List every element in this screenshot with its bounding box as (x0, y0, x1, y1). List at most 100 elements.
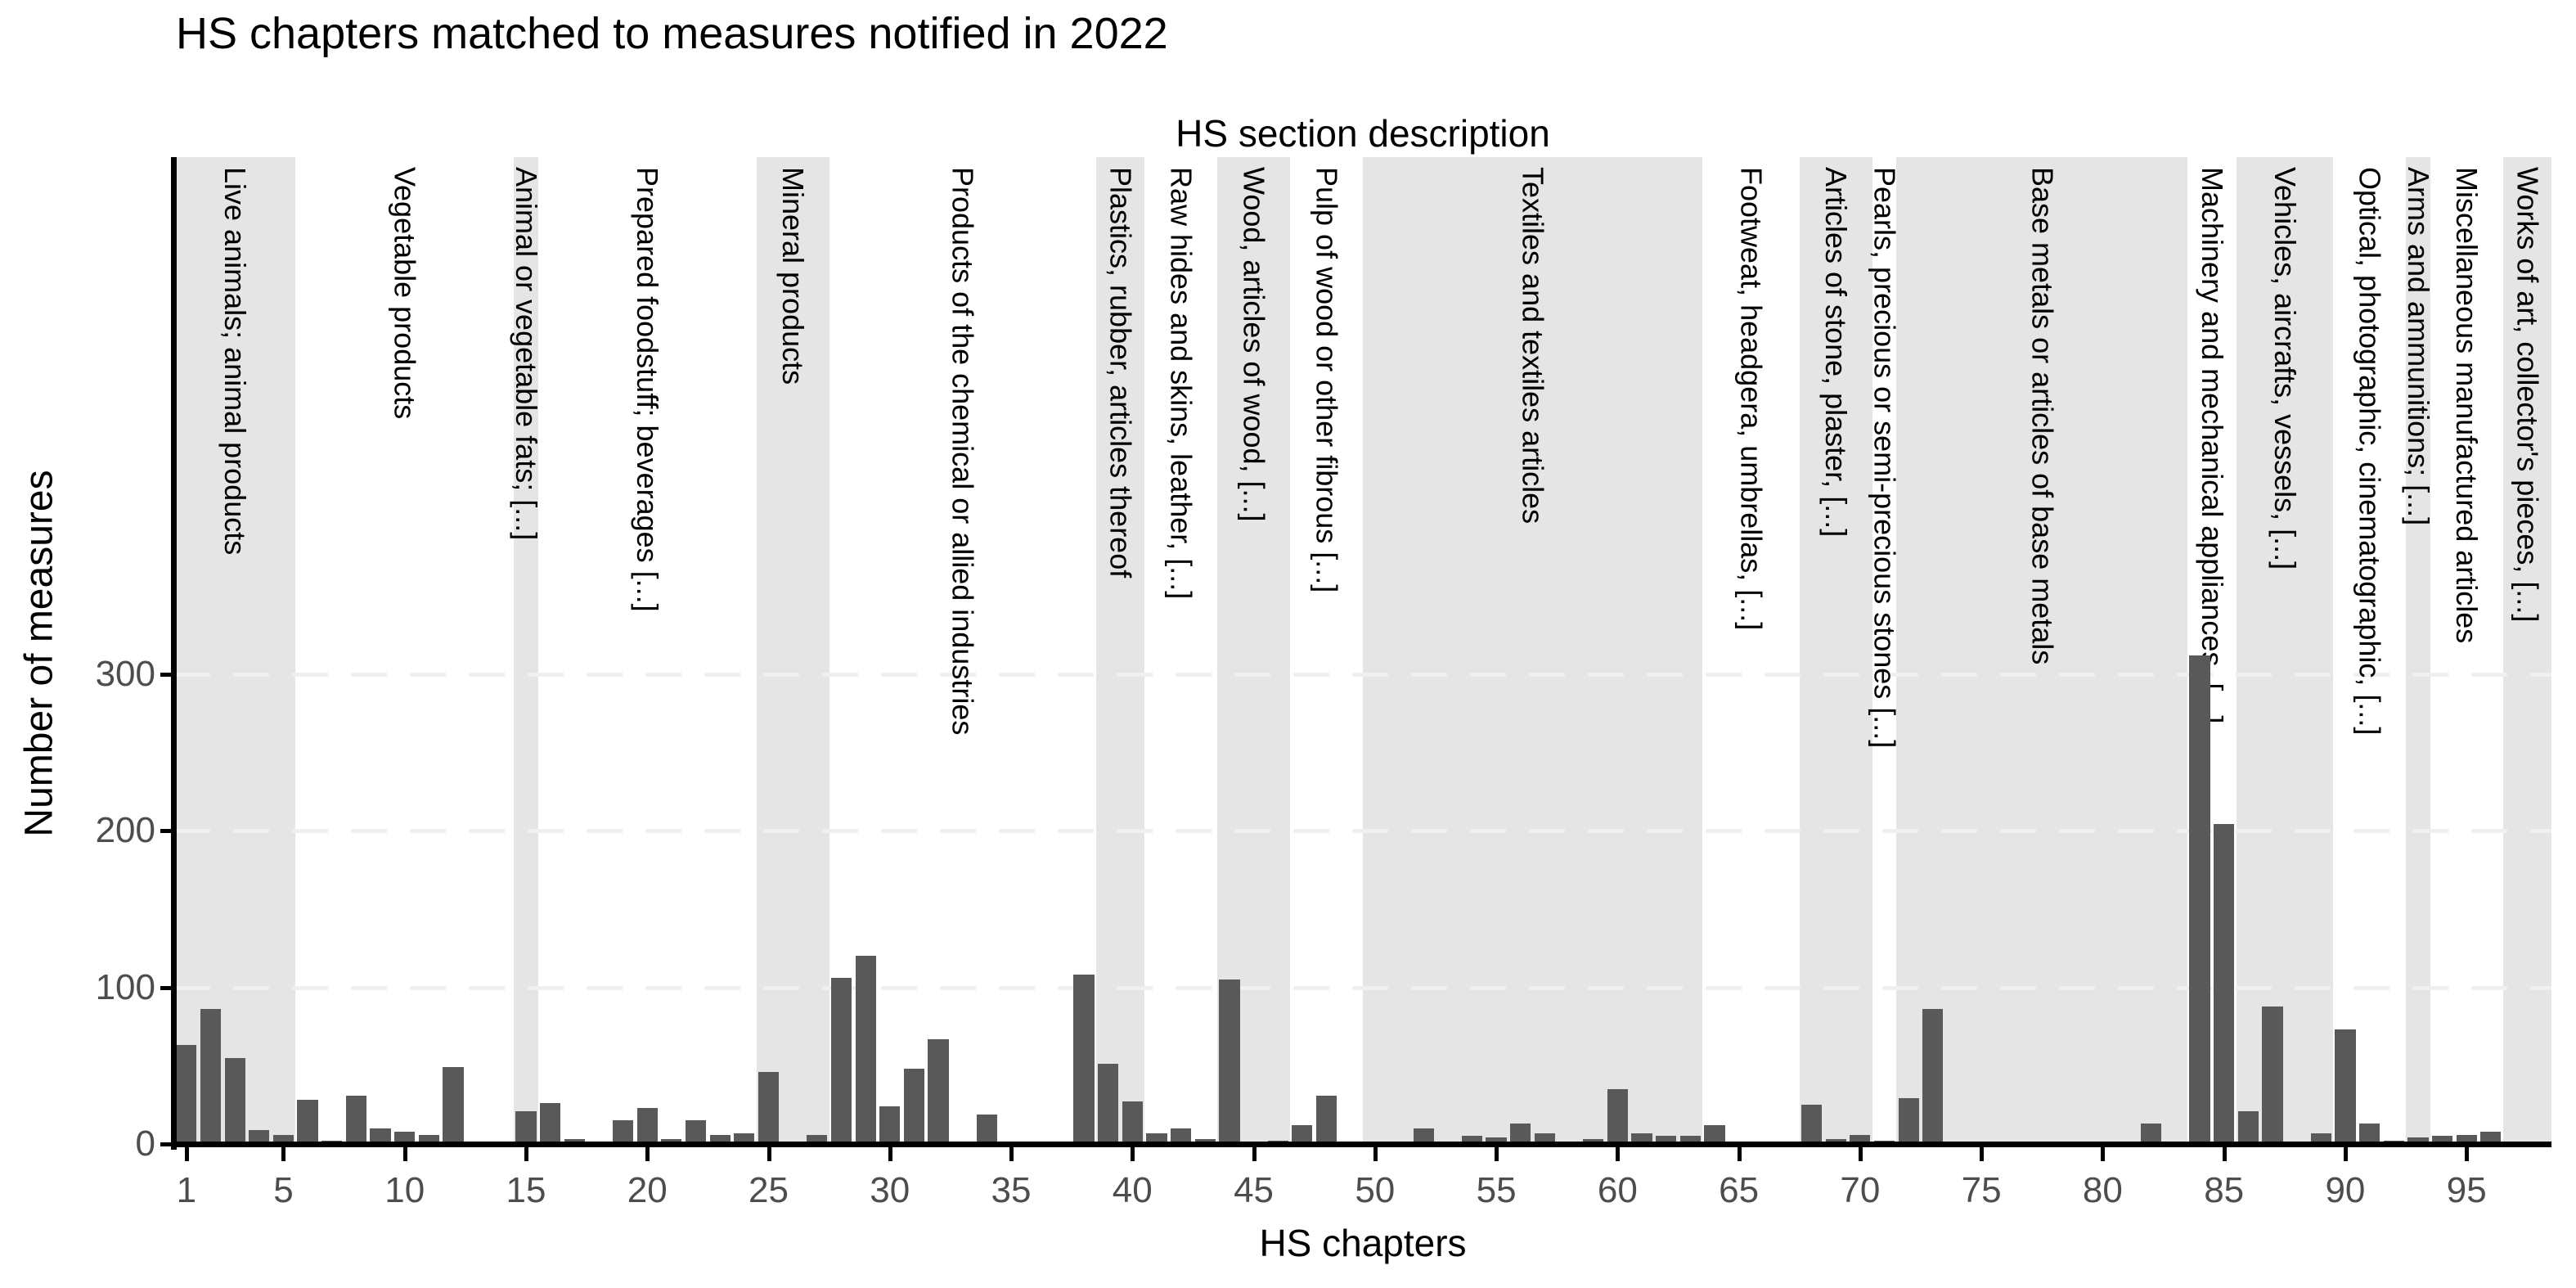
bar-ch63 (1679, 1136, 1701, 1144)
x-tick-50 (1373, 1147, 1378, 1161)
bar-ch82 (2141, 1124, 2162, 1144)
bar-ch41 (1146, 1133, 1167, 1144)
x-tick-label-30: 30 (870, 1170, 910, 1210)
bar-ch40 (1122, 1101, 1143, 1144)
section-label-XII: Footweat, headgera, umbrellas, [...] (1734, 167, 1769, 631)
section-label-II: Vegetable products (388, 167, 422, 420)
section-label-XIX: Arms and ammunitions; [...] (2401, 167, 2435, 526)
bar-ch86 (2237, 1110, 2259, 1144)
x-tick-label-70: 70 (1840, 1170, 1881, 1210)
chart-title: HS chapters matched to measures notified… (176, 9, 1168, 58)
section-label-XIV: Pearls, precious or semi-precious stones… (1868, 167, 1902, 749)
bar-ch42 (1170, 1128, 1192, 1144)
bar-ch84 (2189, 655, 2210, 1144)
bar-ch30 (879, 1106, 901, 1144)
y-tick-100 (160, 985, 174, 990)
top-axis-title: HS section description (1176, 112, 1550, 155)
bar-ch25 (758, 1071, 780, 1144)
x-tick-label-5: 5 (273, 1170, 294, 1210)
x-axis-line (171, 1142, 2551, 1147)
x-tick-80 (2101, 1147, 2106, 1161)
x-tick-75 (1980, 1147, 1985, 1161)
bar-ch89 (2310, 1133, 2331, 1144)
section-band-V (756, 157, 829, 1144)
x-tick-65 (1737, 1147, 1742, 1161)
bar-ch27 (807, 1134, 828, 1144)
x-tick-5 (281, 1147, 286, 1161)
x-tick-10 (402, 1147, 407, 1161)
bar-ch61 (1631, 1133, 1652, 1144)
x-tick-40 (1131, 1147, 1135, 1161)
bar-ch31 (903, 1069, 925, 1144)
bar-ch96 (2480, 1131, 2502, 1144)
y-tick-label-300: 300 (95, 653, 155, 694)
section-band-XV (1896, 157, 2188, 1144)
section-band-XVII (2236, 157, 2334, 1144)
bar-ch9 (370, 1128, 391, 1144)
bar-ch38 (1073, 975, 1095, 1144)
x-tick-70 (1858, 1147, 1863, 1161)
bar-ch22 (685, 1120, 707, 1144)
section-label-XI: Textiles and textiles articles (1516, 167, 1550, 525)
bar-ch91 (2358, 1124, 2380, 1144)
y-tick-label-100: 100 (95, 966, 155, 1007)
section-label-XX: Miscellaneous manufactured articles (2450, 167, 2484, 644)
x-tick-label-90: 90 (2325, 1170, 2366, 1210)
bar-ch4 (249, 1129, 270, 1144)
plot-area: Live animals; animal products Vegetable p… (174, 157, 2551, 1144)
bar-ch20 (636, 1107, 658, 1144)
section-label-III: Animal or vegetable fats; [...] (509, 167, 543, 541)
x-tick-25 (767, 1147, 771, 1161)
x-tick-20 (645, 1147, 650, 1161)
x-tick-95 (2465, 1147, 2470, 1161)
x-tick-label-35: 35 (991, 1170, 1032, 1210)
section-band-XIII (1799, 157, 1872, 1144)
section-band-VII (1095, 157, 1145, 1144)
bar-ch19 (612, 1120, 634, 1144)
section-band-I (174, 157, 296, 1144)
bar-ch23 (709, 1134, 731, 1144)
y-tick-0 (160, 1142, 174, 1146)
bar-ch95 (2456, 1134, 2477, 1144)
section-label-IV: Prepared foodstuff; beverages [...] (631, 167, 665, 612)
bar-ch62 (1656, 1136, 1677, 1144)
section-label-XXI: Works of art, collector's pieces, [...] (2511, 167, 2545, 623)
section-band-XI (1363, 157, 1703, 1144)
bar-ch94 (2431, 1136, 2453, 1144)
bar-ch73 (1922, 1009, 1944, 1144)
bar-ch70 (1850, 1134, 1871, 1144)
section-label-XVI: Machinery and mechanical appliances, [..… (2195, 167, 2229, 724)
bar-ch3 (224, 1057, 245, 1144)
x-tick-90 (2343, 1147, 2348, 1161)
x-tick-45 (1252, 1147, 1257, 1161)
y-tick-label-200: 200 (95, 810, 155, 851)
y-tick-300 (160, 672, 174, 677)
bar-ch32 (928, 1038, 949, 1144)
section-label-V: Mineral products (776, 167, 811, 385)
x-tick-60 (1616, 1147, 1621, 1161)
x-tick-15 (524, 1147, 528, 1161)
x-tick-label-10: 10 (384, 1170, 425, 1210)
bar-ch1 (176, 1045, 197, 1144)
section-label-VI: Products of the chemical or allied indus… (946, 167, 980, 736)
x-tick-label-45: 45 (1234, 1170, 1275, 1210)
x-tick-label-60: 60 (1597, 1170, 1638, 1210)
bar-ch90 (2335, 1029, 2356, 1144)
section-label-XV: Base metals or articles of base metals (2025, 167, 2060, 665)
x-tick-35 (1009, 1147, 1014, 1161)
bar-ch47 (1292, 1125, 1313, 1144)
x-tick-label-20: 20 (627, 1170, 668, 1210)
bar-ch39 (1098, 1064, 1119, 1144)
bar-ch85 (2214, 824, 2235, 1144)
bar-ch34 (976, 1114, 997, 1144)
bar-ch44 (1219, 980, 1240, 1144)
section-label-XVII: Vehicles, aircrafts, vessels, [...] (2268, 167, 2302, 570)
bar-ch10 (394, 1131, 416, 1144)
section-label-VII: Plastics, rubber, articles thereof (1104, 167, 1138, 579)
bar-ch87 (2262, 1006, 2283, 1144)
section-label-XVIII: Optical, photographic, cinematographic, … (2353, 167, 2387, 736)
gridline-100 (174, 985, 2551, 990)
bar-ch56 (1510, 1124, 1531, 1144)
x-tick-label-55: 55 (1476, 1170, 1517, 1210)
